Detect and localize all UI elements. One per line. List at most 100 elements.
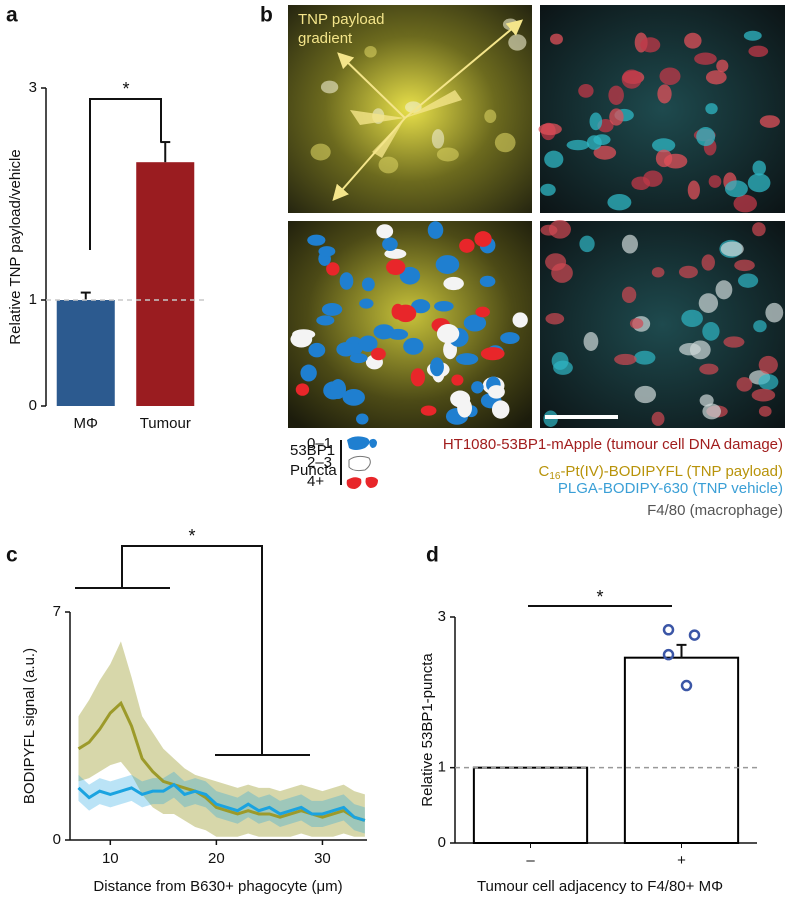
cell [609,108,624,126]
panel-label: d [426,544,439,567]
x-tick-label: 30 [314,850,331,867]
cell [430,357,444,377]
cell [431,129,445,149]
cell [316,315,335,326]
data-point [662,624,675,636]
cell [765,302,784,323]
cell [698,293,719,313]
cell [621,234,638,254]
cell [583,332,599,352]
x-tick-label: – [526,852,535,869]
cell [748,45,769,57]
cell [435,255,460,274]
cell [687,180,700,200]
cell [758,355,778,374]
cell [538,123,562,136]
cell [657,84,672,104]
x-tick-label: 10 [102,850,119,867]
cell [586,135,602,150]
cell [634,350,656,365]
x-axis-label: Tumour cell adjacency to F4/80+ MΦ [477,878,723,895]
y-axis-label: BODIPYFL signal (a.u.) [21,648,38,804]
cell [436,324,460,344]
cell [640,37,661,53]
panel-label: c [6,544,18,567]
y-tick-label: 3 [438,608,446,625]
cell [459,238,475,253]
significance: * [122,79,129,99]
cell [705,70,727,85]
cell [403,337,424,355]
cell [326,262,340,276]
cell [607,194,632,211]
cell [336,342,356,357]
cell [342,388,365,406]
cell [434,300,454,312]
cell [540,183,556,196]
cell [370,347,386,361]
y-tick-label: 0 [53,831,61,848]
y-tick-label: 0 [438,834,446,851]
cell [699,363,719,375]
cell [420,405,437,416]
legend-title: Puncta [290,462,337,479]
cell [361,277,375,292]
cell [747,173,771,193]
cell [655,149,673,168]
cell [378,156,399,174]
cell [708,175,722,188]
channel-label: C16-Pt(IV)-BODIPYFL (TNP payload) [538,463,783,482]
cell [502,18,518,31]
x-tick-label: MΦ [74,415,98,432]
cell [751,388,776,402]
cell [716,59,729,73]
cell [696,127,716,147]
cell [474,231,492,247]
cell [702,321,720,341]
cell [463,314,487,332]
cell [734,259,755,272]
cell [318,246,336,257]
y-axis-label: Relative 53BP1-puncta [419,653,436,807]
y-tick-label: 1 [438,759,446,776]
cell [720,241,744,257]
cell [339,272,354,290]
cell [349,353,368,364]
cell [736,377,753,392]
significance: * [188,526,195,546]
cell [634,385,657,404]
y-tick-label: 3 [29,79,37,96]
micrograph-macrophage [540,221,785,428]
cell [651,138,676,153]
y-tick-label: 1 [29,291,37,308]
cell [678,265,698,279]
cell [436,147,459,162]
cell [384,248,407,259]
cell [723,336,745,348]
bar [136,162,195,406]
cell [359,298,374,309]
cell [443,276,464,291]
cell [548,219,571,239]
cell [382,237,398,252]
cell [681,309,703,328]
data-point [662,648,675,661]
cell [549,33,563,45]
cell [471,381,484,394]
cell [589,112,603,131]
legend-level: 0–1 [307,435,332,452]
channel-label-part: -Pt(IV)-BODIPYFL (TNP payload) [560,463,783,480]
cell [451,374,464,386]
cell [455,353,479,365]
channel-label-part: C [538,463,549,480]
cell [579,235,595,253]
cell [330,379,347,400]
cell [684,32,702,49]
micrographs [288,5,785,428]
cell [364,45,377,58]
cell [399,266,421,285]
cell [508,34,527,51]
cell [699,394,714,407]
cell [395,304,417,323]
cell [358,335,378,352]
